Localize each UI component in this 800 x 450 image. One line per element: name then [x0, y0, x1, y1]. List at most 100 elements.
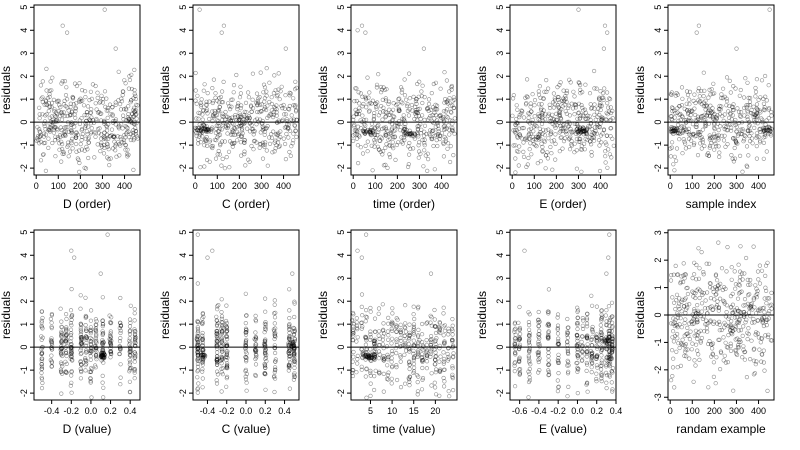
data-point	[69, 390, 74, 395]
data-point	[276, 87, 281, 92]
data-point	[688, 109, 694, 114]
data-point	[597, 103, 602, 108]
data-point	[198, 126, 204, 131]
data-point	[425, 106, 430, 112]
data-point	[432, 167, 437, 172]
data-point	[691, 98, 696, 103]
data-point	[419, 89, 424, 94]
data-point	[420, 365, 425, 371]
data-point	[452, 116, 457, 121]
data-point	[272, 73, 277, 78]
data-point	[280, 117, 285, 122]
data-point	[82, 148, 87, 153]
data-point	[368, 305, 373, 311]
data-point	[763, 94, 768, 99]
data-point	[698, 98, 703, 104]
data-point	[543, 153, 549, 158]
data-point	[576, 7, 581, 12]
data-point	[67, 149, 73, 154]
data-point	[106, 157, 111, 162]
data-point	[49, 123, 54, 128]
data-point	[675, 336, 680, 341]
data-point	[379, 90, 384, 95]
y-tick-label: 1	[336, 97, 346, 102]
data-point	[229, 97, 234, 102]
data-point	[111, 134, 116, 139]
data-point	[729, 125, 734, 130]
data-point	[391, 107, 396, 112]
data-point	[50, 117, 55, 122]
data-point	[528, 141, 533, 146]
data-point	[107, 333, 113, 338]
data-point	[729, 117, 734, 122]
data-point	[407, 131, 413, 136]
data-point	[583, 128, 588, 133]
data-point	[105, 115, 110, 120]
x-axis-label: D (value)	[63, 422, 112, 436]
data-point	[410, 108, 415, 113]
data-point	[568, 134, 573, 139]
data-point	[273, 138, 278, 143]
data-point	[432, 317, 437, 322]
data-point	[670, 129, 675, 134]
data-point	[58, 350, 64, 355]
data-point	[251, 147, 256, 152]
data-point	[704, 326, 710, 331]
data-point	[368, 131, 374, 136]
data-point	[218, 143, 223, 148]
data-point	[362, 130, 367, 135]
data-point	[563, 109, 568, 114]
data-point	[411, 361, 417, 367]
data-point	[683, 317, 688, 322]
data-point	[64, 316, 69, 322]
y-tick-label: 4	[336, 28, 346, 33]
data-point	[556, 104, 561, 110]
data-point	[724, 120, 730, 125]
data-point	[587, 114, 592, 119]
data-point	[127, 77, 132, 83]
data-point	[98, 99, 103, 104]
data-point	[264, 107, 269, 113]
data-point	[546, 358, 551, 363]
data-point	[555, 389, 561, 394]
data-point	[221, 114, 226, 119]
data-point	[529, 152, 534, 157]
data-point	[224, 155, 229, 160]
data-point	[422, 94, 427, 100]
data-point	[675, 110, 680, 115]
data-point	[253, 330, 258, 335]
data-point	[411, 94, 416, 99]
data-point	[441, 140, 446, 145]
data-point	[719, 133, 724, 138]
data-point	[698, 141, 703, 146]
data-point	[210, 119, 215, 124]
data-point	[367, 108, 372, 113]
data-point	[550, 117, 555, 122]
y-tick-label: 1	[178, 97, 188, 102]
data-point	[529, 109, 534, 114]
data-point	[88, 327, 93, 332]
data-point	[198, 131, 203, 136]
data-point	[364, 95, 369, 101]
data-point	[105, 142, 110, 147]
data-point	[376, 356, 382, 361]
data-point	[699, 114, 704, 119]
data-point	[216, 148, 221, 154]
data-point	[418, 131, 424, 136]
data-point	[669, 116, 674, 122]
data-point	[603, 117, 609, 122]
data-point	[65, 105, 70, 110]
data-point	[220, 111, 225, 116]
data-point	[407, 379, 412, 384]
data-point	[533, 143, 538, 148]
data-point	[584, 368, 589, 374]
data-point	[390, 311, 395, 316]
data-point	[224, 384, 229, 389]
data-point	[399, 99, 404, 104]
data-point	[60, 79, 65, 84]
data-point	[416, 327, 421, 333]
data-point	[388, 112, 393, 117]
data-point	[352, 122, 357, 127]
data-point	[575, 326, 580, 332]
data-point	[524, 164, 529, 169]
